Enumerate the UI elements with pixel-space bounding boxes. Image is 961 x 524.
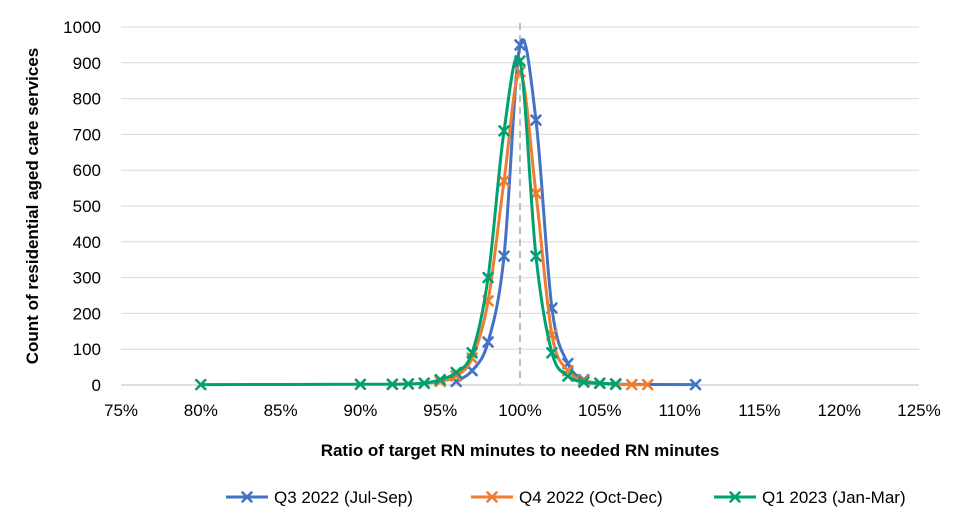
x-tick-label: 115% <box>738 401 780 420</box>
x-tick-label: 90% <box>343 401 377 420</box>
data-point <box>482 271 494 284</box>
data-point <box>689 378 702 391</box>
data-point <box>514 39 526 51</box>
tick-labels: 0 100 200 300 400 500 600 700 800 900 1000 75% 80% 85… <box>63 18 941 420</box>
y-tick-label: 900 <box>73 54 101 73</box>
y-tick-label: 800 <box>73 90 101 109</box>
series-3 <box>195 55 622 391</box>
data-point <box>498 175 510 187</box>
x-tick-label: 125% <box>897 401 940 420</box>
data-point <box>546 346 558 359</box>
y-tick-label: 500 <box>73 197 101 216</box>
x-tick-label: 105% <box>578 401 621 420</box>
legend-label: Q4 2022 (Oct-Dec) <box>519 488 663 507</box>
y-tick-label: 300 <box>73 269 101 288</box>
data-point <box>530 250 542 262</box>
series-line <box>455 38 696 387</box>
data-point <box>578 376 590 388</box>
data-point <box>402 378 415 390</box>
x-tick-label: 100% <box>498 401 541 420</box>
data-point <box>593 377 606 390</box>
data-point <box>498 125 510 137</box>
x-tick-label: 80% <box>184 401 218 420</box>
y-tick-label: 400 <box>73 233 101 252</box>
x-axis-title: Ratio of target RN minutes to needed RN … <box>321 441 720 460</box>
y-tick-label: 0 <box>92 376 101 395</box>
series-1 <box>450 38 702 391</box>
data-point <box>609 378 622 390</box>
data-point <box>195 378 207 391</box>
legend-marker <box>241 491 253 503</box>
data-point <box>514 55 526 67</box>
y-tick-label: 200 <box>73 304 101 323</box>
x-tick-label: 120% <box>817 401 860 420</box>
x-tick-label: 85% <box>264 401 298 420</box>
data-point <box>641 378 654 391</box>
data-point <box>482 336 494 348</box>
series-group <box>195 38 702 391</box>
legend-item: Q4 2022 (Oct-Dec) <box>471 488 663 507</box>
x-tick-label: 110% <box>658 401 700 420</box>
data-point <box>418 377 431 390</box>
x-tick-label: 95% <box>423 401 457 420</box>
data-point <box>625 378 638 391</box>
data-point <box>386 378 399 391</box>
data-point <box>530 114 542 126</box>
legend-marker <box>729 491 741 503</box>
y-axis-title: Count of residential aged care services <box>23 48 42 365</box>
legend-item: Q1 2023 (Jan-Mar) <box>714 488 906 507</box>
y-tick-label: 100 <box>73 340 101 359</box>
data-point <box>498 250 510 262</box>
data-point <box>354 378 367 391</box>
data-point <box>434 373 447 386</box>
data-point <box>466 346 478 359</box>
data-point <box>450 366 462 379</box>
x-tick-label: 75% <box>104 401 138 420</box>
legend-label: Q3 2022 (Jul-Sep) <box>274 488 413 507</box>
y-tick-label: 1000 <box>63 18 101 37</box>
data-point <box>530 187 542 200</box>
legend: Q3 2022 (Jul-Sep) Q4 2022 (Oct-Dec) Q1 202… <box>226 488 906 507</box>
y-tick-label: 600 <box>73 161 101 180</box>
y-tick-label: 700 <box>73 125 101 144</box>
legend-marker <box>486 491 498 503</box>
legend-item: Q3 2022 (Jul-Sep) <box>226 488 413 507</box>
data-point <box>466 364 478 377</box>
data-point <box>562 370 574 382</box>
legend-label: Q1 2023 (Jan-Mar) <box>762 488 906 507</box>
